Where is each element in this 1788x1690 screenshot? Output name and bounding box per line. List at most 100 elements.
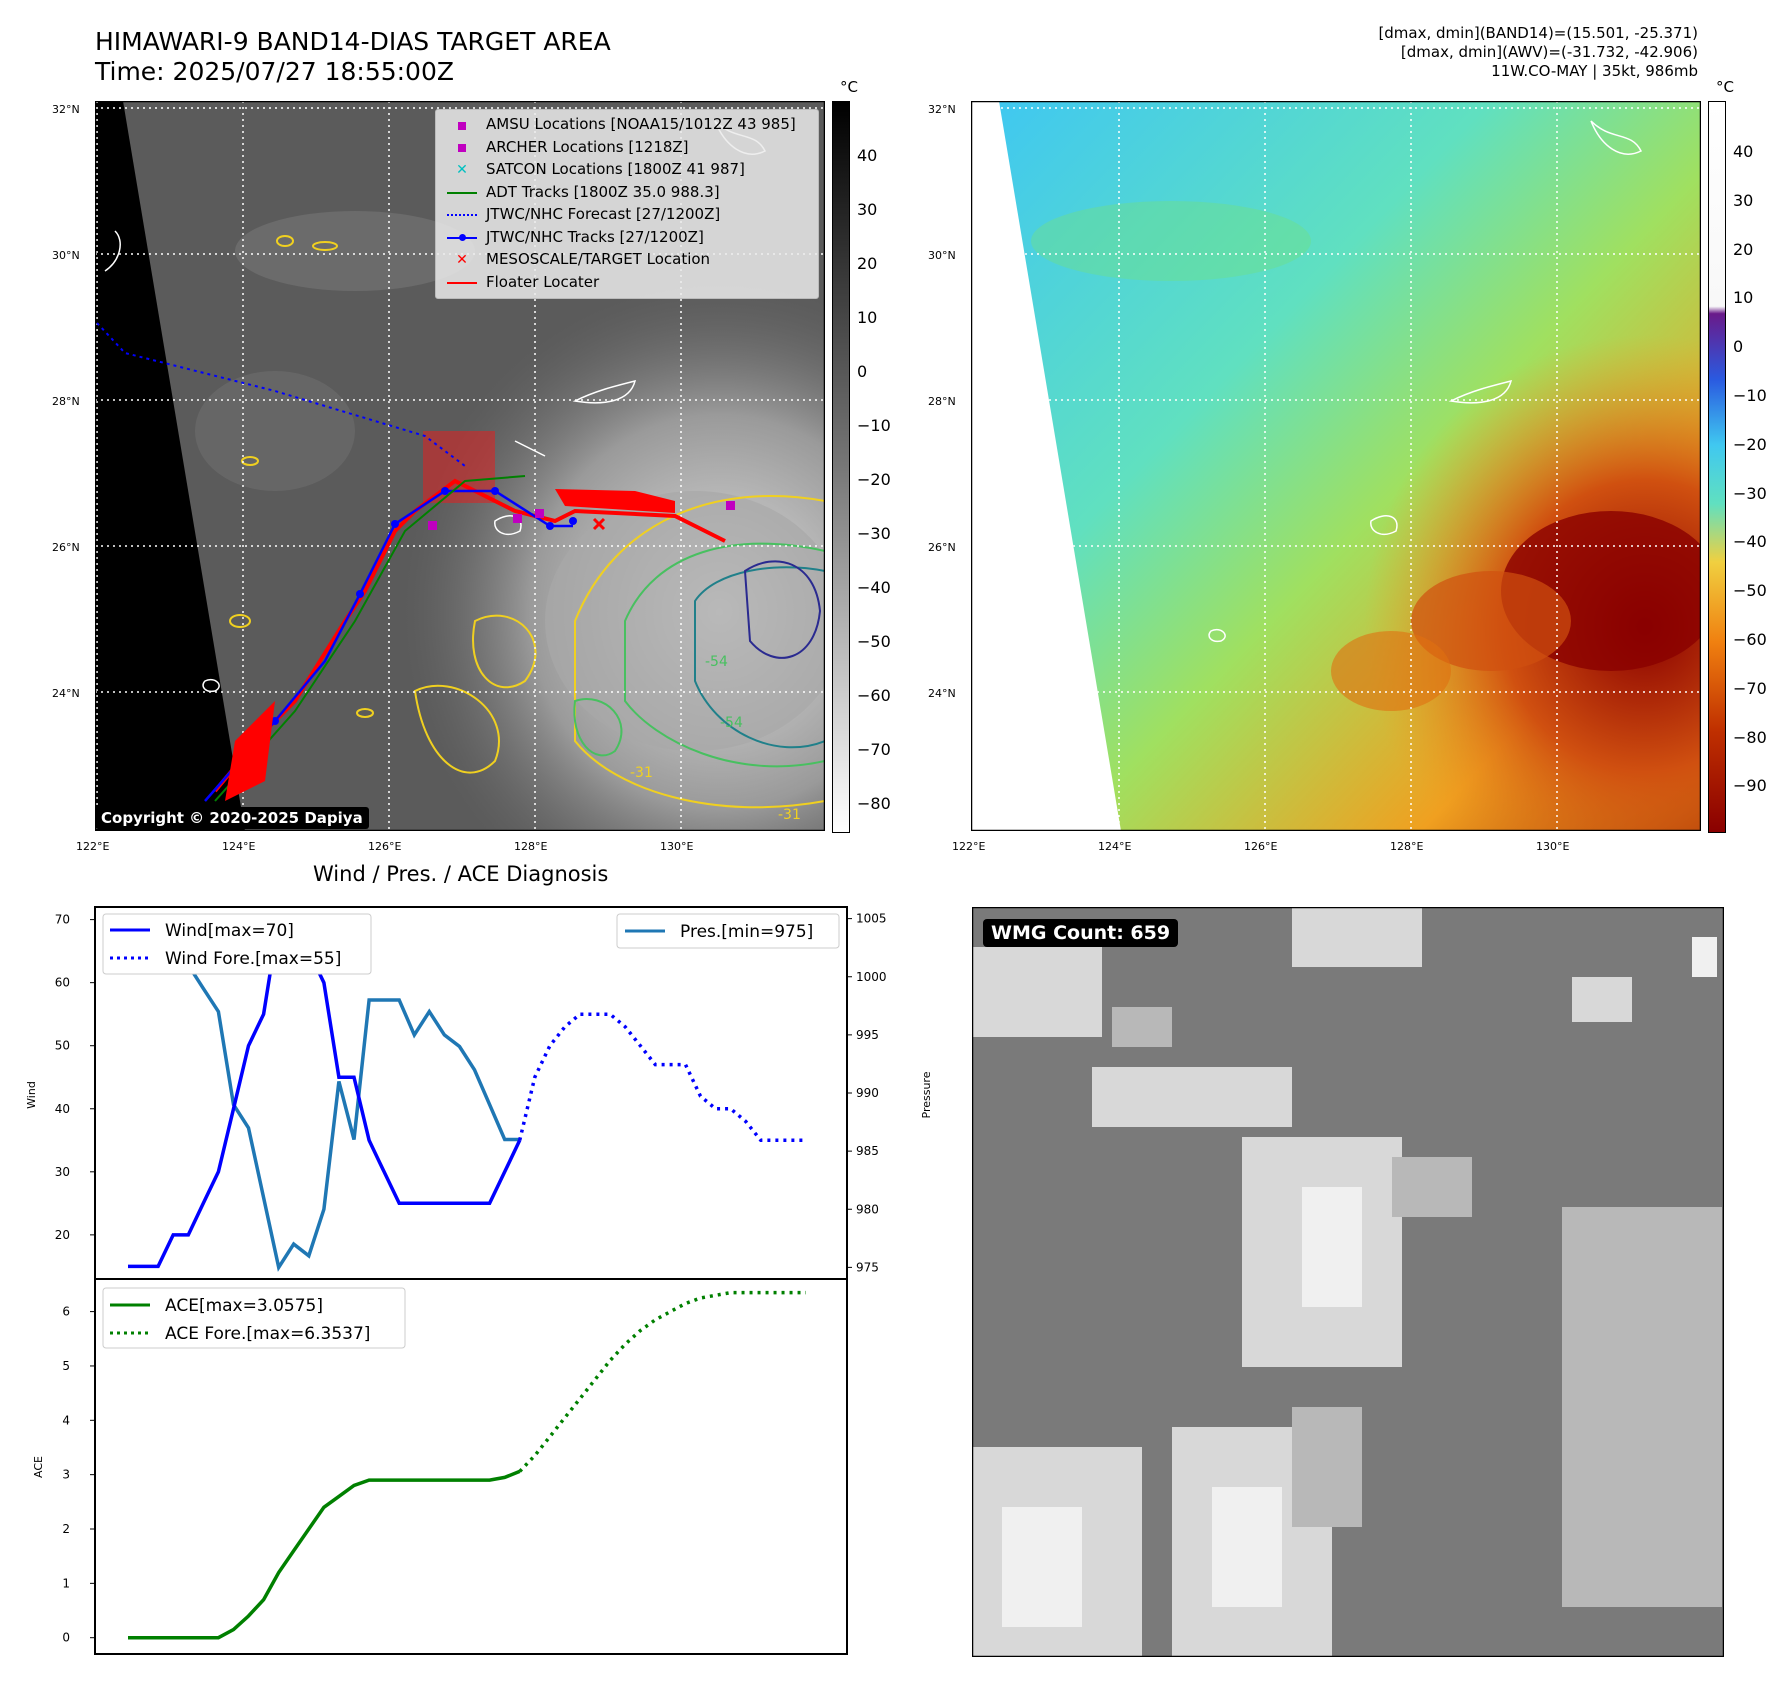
legend-pres: Pres.[min=975] — [680, 922, 813, 942]
axis-tick-label: 6 — [62, 1305, 70, 1319]
lat-label: 30°N — [928, 249, 956, 262]
legend-symbol — [444, 115, 480, 135]
wmg-cloud-patch — [972, 947, 1102, 1037]
contour-navy — [743, 560, 822, 659]
colorbar-tick: −50 — [1733, 581, 1767, 601]
lon-label: 128°E — [514, 840, 548, 853]
wind-legend: Wind[max=70] Wind Fore.[max=55] — [102, 913, 372, 975]
figure-title: HIMAWARI-9 BAND14-DIAS TARGET AREA — [95, 27, 611, 56]
mesoscale-target-marker — [592, 517, 606, 531]
axis-tick-label: 40 — [55, 1102, 70, 1116]
colorbar-tick: −60 — [1733, 630, 1767, 649]
map1-legend: AMSU Locations [NOAA15/1012Z 43 985] ARCH… — [435, 109, 819, 299]
contour-label: -54 — [720, 715, 743, 731]
info-band14-range: [dmax, dmin](BAND14)=(15.501, -25.371) — [1378, 24, 1698, 42]
axis-tick-label: 1005 — [856, 912, 887, 926]
colorbar-tick: −10 — [1733, 386, 1767, 405]
legend-label: JTWC/NHC Forecast [27/1200Z] — [486, 205, 721, 223]
legend-ace: ACE[max=3.0575] — [165, 1296, 323, 1316]
lon-label: 122°E — [952, 840, 986, 853]
pressure-axis-label: Pressure — [920, 1071, 933, 1118]
axis-tick-label: 30 — [55, 1165, 70, 1179]
axis-tick-label: 4 — [62, 1413, 70, 1427]
lat-label: 28°N — [928, 395, 956, 408]
map1-colorbar-unit: °C — [840, 78, 858, 96]
legend-symbol: ✕ — [456, 252, 468, 268]
lon-label: 128°E — [1390, 840, 1424, 853]
wind-forecast-series-line — [517, 1012, 806, 1143]
lat-label: 32°N — [928, 103, 956, 116]
legend-label: SATCON Locations [1800Z 41 987] — [486, 160, 745, 178]
colorbar-tick: −60 — [857, 686, 891, 705]
axis-tick-label: 50 — [55, 1039, 70, 1053]
colorbar-tick: 10 — [1733, 288, 1754, 308]
colorbar-tick: −80 — [1733, 727, 1767, 747]
legend-item: JTWC/NHC Forecast [27/1200Z] — [444, 204, 720, 224]
contour-green — [624, 542, 825, 768]
map2-colorbar-unit: °C — [1716, 78, 1734, 96]
lat-label: 32°N — [52, 103, 80, 116]
axis-tick-label: 0 — [62, 1631, 70, 1645]
lon-label: 124°E — [222, 840, 256, 853]
axis-tick-label: 70 — [55, 913, 70, 927]
legend-symbol — [444, 227, 480, 247]
axis-tick-label: 995 — [856, 1028, 879, 1042]
colorbar-tick: −20 — [857, 470, 891, 489]
lat-label: 30°N — [52, 249, 80, 262]
legend-item: Floater Locater — [444, 272, 599, 292]
info-storm: 11W.CO-MAY | 35kt, 986mb — [1491, 62, 1698, 80]
ace-axis-label: ACE — [32, 1456, 45, 1478]
map1-colorbar — [832, 101, 850, 833]
figure-time: Time: 2025/07/27 18:55:00Z — [95, 57, 454, 86]
wind-axis-label: Wind — [25, 1081, 38, 1109]
info-awv-range: [dmax, dmin](AWV)=(-31.732, -42.906) — [1400, 43, 1698, 61]
colorbar-tick: 20 — [1733, 239, 1754, 259]
legend-symbol — [444, 272, 480, 292]
colorbar-tick: 20 — [857, 254, 878, 273]
axis-tick-label: 1 — [62, 1576, 70, 1590]
axis-tick-label: 985 — [856, 1144, 879, 1158]
legend-label: Floater Locater — [486, 272, 600, 291]
legend-label: AMSU Locations [NOAA15/1012Z 43 985] — [486, 115, 796, 133]
adt-track — [214, 475, 526, 802]
contour-yellow — [574, 495, 825, 809]
colorbar-tick: 40 — [1733, 142, 1754, 161]
axis-tick-label: 1000 — [856, 970, 887, 984]
legend-symbol — [444, 137, 480, 157]
legend-symbol — [444, 205, 480, 225]
lat-label: 26°N — [52, 541, 80, 554]
legend-item: ADT Tracks [1800Z 35.0 988.3] — [444, 182, 720, 202]
axis-tick-label: 975 — [856, 1260, 879, 1274]
legend-item: AMSU Locations [NOAA15/1012Z 43 985] — [444, 114, 796, 134]
legend-label: JTWC/NHC Tracks [27/1200Z] — [486, 227, 704, 246]
legend-symbol: ✕ — [456, 162, 468, 178]
axis-tick-label: 5 — [62, 1359, 70, 1373]
legend-label: ARCHER Locations [1218Z] — [486, 137, 689, 156]
legend-item: ✕ SATCON Locations [1800Z 41 987] — [444, 159, 745, 179]
lon-label: 122°E — [76, 840, 110, 853]
legend-label: MESOSCALE/TARGET Location — [486, 250, 711, 268]
lat-label: 28°N — [52, 395, 80, 408]
contour-label: -31 — [778, 807, 801, 823]
colorbar-tick: −80 — [857, 794, 891, 813]
colorbar-tick: −70 — [1733, 678, 1767, 698]
legend-wind-fore: Wind Fore.[max=55] — [165, 949, 341, 969]
colorbar-tick: 30 — [857, 200, 878, 219]
legend-item: JTWC/NHC Tracks [27/1200Z] — [444, 227, 704, 247]
map2-colorbar — [1708, 101, 1726, 833]
wind-series-line — [128, 913, 522, 1269]
lon-label: 130°E — [1536, 840, 1570, 853]
colorbar-tick: 0 — [857, 362, 868, 381]
axis-tick-label: 20 — [55, 1228, 70, 1242]
ace-forecast-series-line — [518, 1290, 806, 1473]
lat-label: 24°N — [52, 687, 80, 700]
contour-label: -31 — [630, 765, 653, 781]
diag-title: Wind / Pres. / ACE Diagnosis — [313, 862, 609, 886]
colorbar-tick: −10 — [857, 416, 891, 435]
axis-tick-label: 2 — [62, 1522, 70, 1536]
lat-label: 24°N — [928, 687, 956, 700]
awv-map-panel — [971, 101, 1701, 831]
lon-label: 130°E — [660, 840, 694, 853]
coastline-okinawa — [572, 379, 637, 404]
